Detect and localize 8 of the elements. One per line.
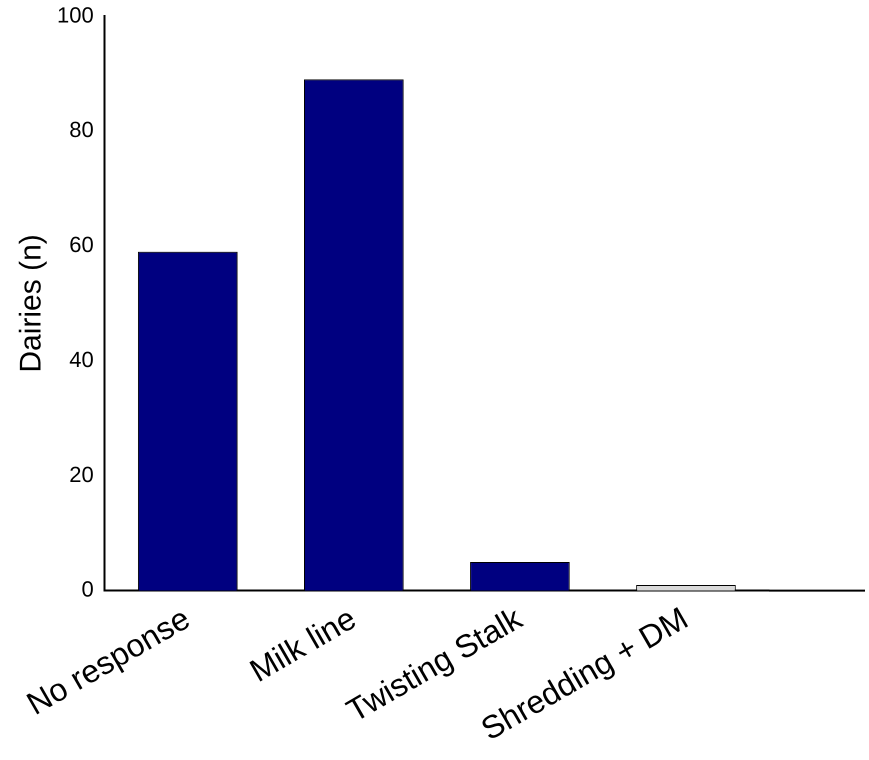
y-axis-title: Dairies (n) [14, 234, 48, 373]
y-tick-label: 20 [69, 462, 94, 487]
y-tick-label: 100 [56, 2, 94, 28]
x-tick-label: Milk line [244, 600, 362, 689]
y-tick-label: 0 [81, 576, 94, 602]
y-tick-label: 60 [69, 232, 94, 258]
y-tick-label: 80 [69, 117, 94, 142]
y-tick-label: 40 [69, 346, 94, 372]
